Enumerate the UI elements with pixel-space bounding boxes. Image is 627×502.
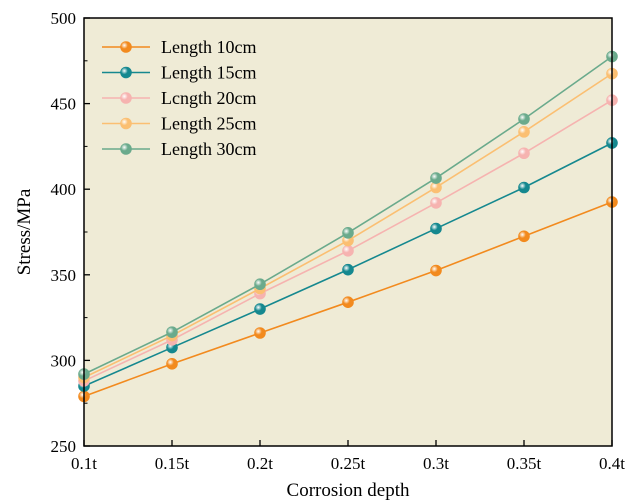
legend-label: Length 10cm: [161, 37, 256, 57]
legend-swatch-marker: [120, 66, 132, 79]
data-point: [518, 181, 530, 194]
legend-swatch-marker: [120, 92, 132, 104]
series-layer: [78, 50, 618, 403]
data-point: [342, 263, 354, 276]
data-point: [430, 264, 442, 277]
x-tick-label: 0.2t: [247, 454, 273, 473]
legend-label: Length 15cm: [161, 63, 256, 83]
data-point: [430, 222, 442, 235]
data-point: [254, 278, 266, 291]
legend-label: Length 25cm: [161, 114, 256, 134]
series-1: [78, 196, 618, 403]
axes-layer: 250 300 350 400 450 500 0.1t 0.15t 0.2t 0.25t 0.3t…: [51, 9, 626, 473]
legend-item: Length 30cm: [102, 139, 256, 159]
legend-swatch-marker: [120, 117, 132, 130]
data-point: [254, 327, 266, 339]
data-point: [166, 326, 178, 338]
y-tick-label: 400: [51, 180, 77, 199]
legend-item: Lcngth 20cm: [102, 88, 256, 108]
x-tick-label: 0.15t: [155, 454, 190, 473]
legend-item: Length 10cm: [102, 37, 256, 57]
data-point: [342, 227, 354, 239]
legend-label: Length 30cm: [161, 139, 256, 159]
data-point: [430, 172, 442, 184]
data-point: [518, 147, 530, 160]
data-point: [430, 197, 442, 209]
data-point: [518, 230, 530, 243]
data-point: [254, 303, 266, 315]
legend-label: Lcngth 20cm: [161, 88, 256, 108]
y-tick-label: 500: [51, 9, 77, 28]
x-tick-label: 0.3t: [423, 454, 449, 473]
legend-swatch-marker: [120, 143, 132, 155]
data-point: [518, 126, 530, 138]
y-tick-label: 250: [51, 437, 77, 456]
x-tick-label: 0.25t: [331, 454, 366, 473]
x-tick-label: 0.4t: [599, 454, 625, 473]
y-axis-label: Stress/MPa: [14, 188, 35, 275]
data-point: [342, 245, 354, 257]
legend-item: Length 15cm: [102, 63, 256, 83]
x-axis-label: Corrosion depth: [287, 480, 410, 501]
x-tick-label: 0.1t: [71, 454, 97, 473]
y-tick-label: 300: [51, 351, 77, 370]
legend-swatch-marker: [120, 41, 132, 53]
data-point: [342, 296, 354, 308]
legend: Length 10cm Length 15cm Lcngth 20cm Length …: [102, 37, 256, 159]
y-tick-label: 450: [51, 95, 77, 114]
legend-item: Length 25cm: [102, 114, 256, 134]
x-tick-label: 0.35t: [507, 454, 542, 473]
data-point: [166, 358, 178, 370]
y-tick-label: 350: [51, 266, 77, 285]
data-point: [518, 113, 530, 125]
